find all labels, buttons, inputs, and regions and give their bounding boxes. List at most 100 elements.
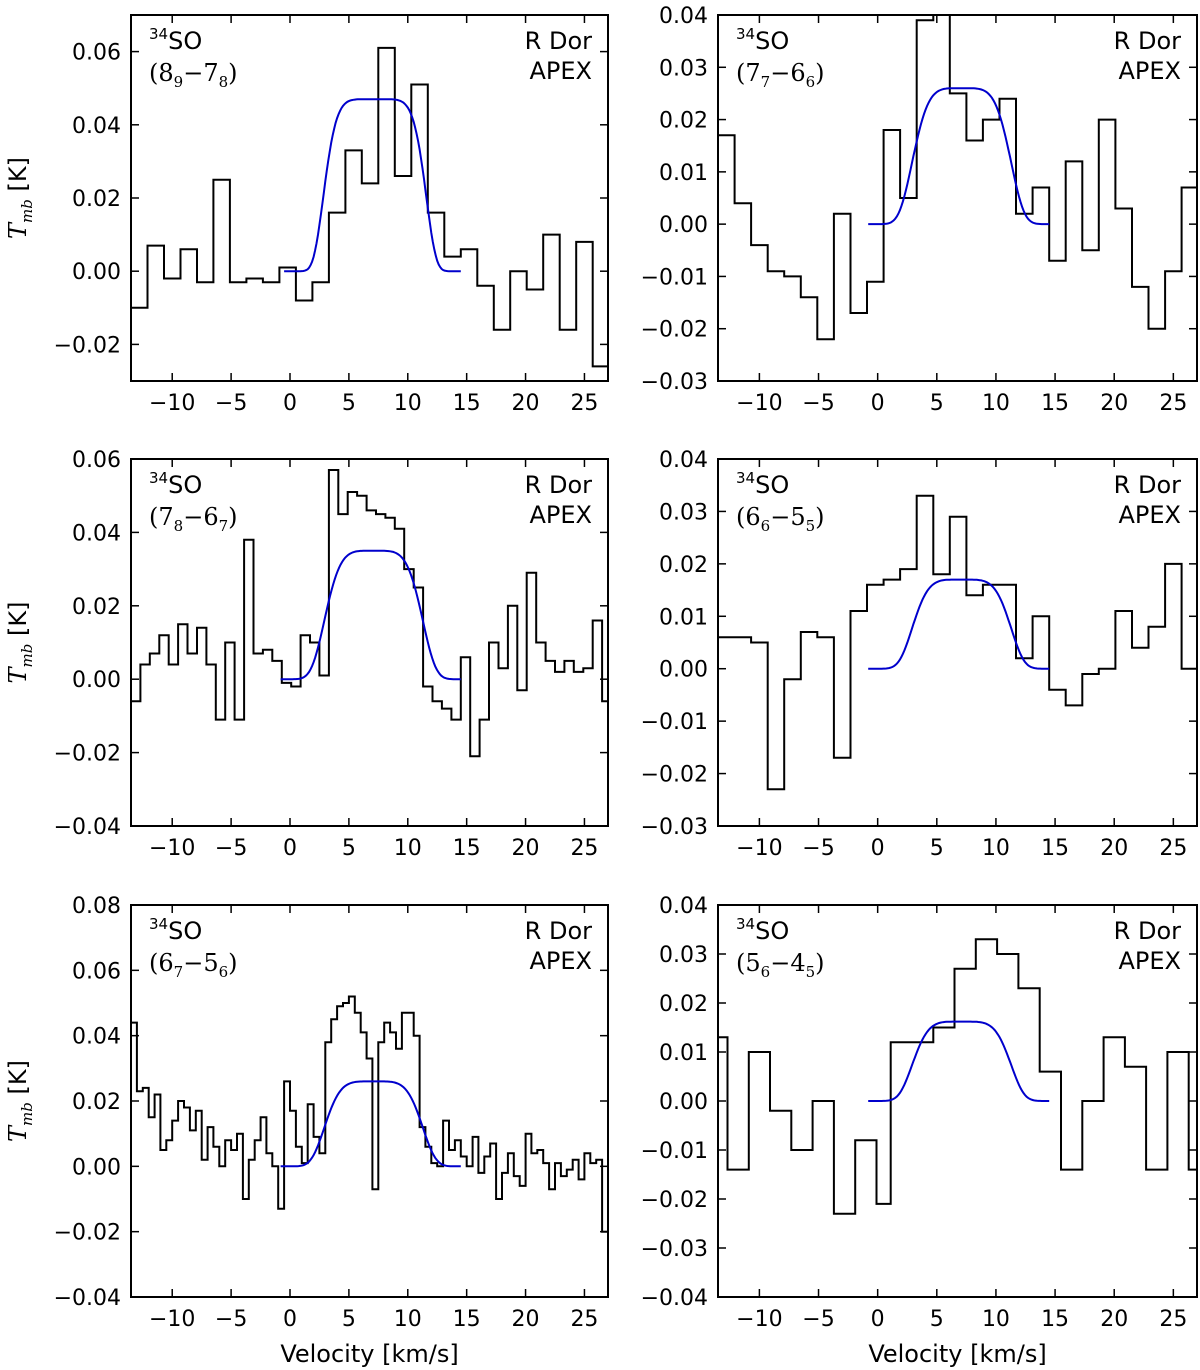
transition-upper: 8 bbox=[158, 59, 173, 87]
molecule-label: 34SO bbox=[736, 915, 789, 945]
x-tick-label: 0 bbox=[871, 391, 885, 416]
x-tick-label: 0 bbox=[871, 1307, 885, 1332]
transition-label: (66−55) bbox=[736, 503, 825, 535]
transition-upper: 7 bbox=[158, 503, 173, 531]
observed-spectrum-line bbox=[718, 494, 1197, 791]
x-axis-label: Velocity [km/s] bbox=[868, 1340, 1046, 1368]
transition-lower: 5 bbox=[203, 949, 218, 977]
transition-lower: 6 bbox=[203, 503, 218, 531]
plot-frame bbox=[130, 458, 609, 827]
spectrum-panel-2: −10 −5 0 5 10 15 20 25 −0.03 −0.02 −0.01 0.00 0.01 0.… bbox=[641, 4, 1198, 416]
y-tick-label: −0.03 bbox=[641, 1237, 708, 1262]
x-tick-label: 15 bbox=[1041, 1307, 1069, 1332]
transition-upper: 6 bbox=[158, 949, 173, 977]
molecule-isotope: 34 bbox=[736, 469, 755, 487]
y-tick-label: −0.01 bbox=[641, 710, 708, 735]
x-tick-label: 25 bbox=[570, 836, 598, 861]
y-axis-unit: [K] bbox=[4, 157, 32, 199]
transition-upper-sub: 8 bbox=[174, 517, 184, 535]
y-axis-symbol: T bbox=[4, 221, 32, 239]
y-tick-label: 0.06 bbox=[72, 41, 121, 66]
x-tick-label: 10 bbox=[394, 391, 422, 416]
transition-label: (77−66) bbox=[736, 59, 825, 91]
x-tick-label: −10 bbox=[736, 1307, 782, 1332]
y-tick-label: 0.01 bbox=[659, 1041, 708, 1066]
y-tick-label: −0.04 bbox=[54, 815, 121, 840]
y-tick-label: 0.03 bbox=[659, 943, 708, 968]
model-fit-line bbox=[280, 1080, 461, 1168]
x-tick-label: 10 bbox=[982, 1307, 1010, 1332]
observed-spectrum-line bbox=[718, 938, 1197, 1215]
molecule-isotope: 34 bbox=[736, 25, 755, 43]
y-tick-label: −0.04 bbox=[641, 1286, 708, 1311]
x-tick-label: 25 bbox=[570, 1307, 598, 1332]
y-tick-label: 0.04 bbox=[659, 894, 708, 919]
x-tick-label: −5 bbox=[215, 1307, 247, 1332]
molecule-name: SO bbox=[168, 917, 202, 945]
transition-upper: 7 bbox=[745, 59, 760, 87]
x-tick-label: −5 bbox=[802, 1307, 834, 1332]
y-tick-label: 0.02 bbox=[659, 553, 708, 578]
x-tick-label: 15 bbox=[453, 836, 481, 861]
x-tick-label: 0 bbox=[283, 836, 297, 861]
y-tick-label: 0.06 bbox=[72, 448, 121, 473]
y-axis-unit: [K] bbox=[4, 1060, 32, 1102]
x-tick-label: 20 bbox=[1100, 1307, 1128, 1332]
transition-upper-sub: 7 bbox=[761, 73, 771, 91]
x-tick-label: 5 bbox=[342, 836, 356, 861]
transition-label: (78−67) bbox=[149, 503, 238, 535]
y-axis-label: Tmb [K] bbox=[4, 157, 36, 239]
x-tick-label: −10 bbox=[149, 1307, 195, 1332]
x-tick-label: 15 bbox=[453, 1307, 481, 1332]
molecule-isotope: 34 bbox=[149, 25, 168, 43]
telescope-label: APEX bbox=[1119, 57, 1182, 85]
transition-label: (67−56) bbox=[149, 949, 238, 981]
y-tick-label: −0.02 bbox=[641, 1188, 708, 1213]
telescope-label: APEX bbox=[530, 947, 593, 975]
y-tick-label: −0.01 bbox=[641, 1139, 708, 1164]
y-tick-label: 0.00 bbox=[72, 668, 121, 693]
y-tick-label: 0.00 bbox=[659, 658, 708, 683]
y-tick-label: 0.04 bbox=[72, 521, 121, 546]
transition-lower-sub: 7 bbox=[219, 517, 229, 535]
transition-upper-sub: 7 bbox=[174, 963, 184, 981]
y-axis-subscript: mb bbox=[18, 1102, 36, 1126]
telescope-label: APEX bbox=[1119, 501, 1182, 529]
y-tick-label: 0.02 bbox=[72, 595, 121, 620]
transition-upper-sub: 6 bbox=[761, 517, 771, 535]
x-tick-label: 25 bbox=[1159, 1307, 1187, 1332]
x-tick-label: 20 bbox=[512, 391, 540, 416]
y-tick-label: −0.01 bbox=[641, 265, 708, 290]
telescope-label: APEX bbox=[530, 501, 593, 529]
x-axis-label: Velocity [km/s] bbox=[280, 1340, 458, 1368]
y-tick-label: 0.00 bbox=[72, 260, 121, 285]
y-tick-label: −0.03 bbox=[641, 815, 708, 840]
x-tick-label: 20 bbox=[512, 836, 540, 861]
x-tick-label: 15 bbox=[453, 391, 481, 416]
transition-lower-sub: 6 bbox=[806, 73, 816, 91]
model-fit-line bbox=[868, 87, 1050, 226]
model-fit-line bbox=[280, 549, 461, 681]
molecule-label: 34SO bbox=[149, 25, 202, 55]
x-tick-label: −5 bbox=[802, 391, 834, 416]
y-axis-symbol: T bbox=[4, 1124, 32, 1142]
x-tick-label: 10 bbox=[982, 836, 1010, 861]
y-tick-label: 0.02 bbox=[659, 992, 708, 1017]
y-tick-label: 0.03 bbox=[659, 56, 708, 81]
y-tick-label: −0.02 bbox=[54, 742, 121, 767]
x-tick-label: 5 bbox=[342, 391, 356, 416]
molecule-name: SO bbox=[755, 917, 789, 945]
y-tick-label: 0.04 bbox=[659, 4, 708, 29]
x-tick-label: −10 bbox=[149, 836, 195, 861]
x-tick-label: 10 bbox=[394, 836, 422, 861]
x-tick-label: 5 bbox=[342, 1307, 356, 1332]
x-tick-label: 0 bbox=[871, 836, 885, 861]
x-tick-label: −5 bbox=[215, 836, 247, 861]
y-axis-unit: [K] bbox=[4, 602, 32, 644]
source-label: R Dor bbox=[525, 471, 592, 499]
source-label: R Dor bbox=[525, 917, 592, 945]
y-axis-label: Tmb [K] bbox=[4, 602, 36, 684]
plot-frame bbox=[717, 458, 1198, 827]
spectrum-panel-4: −10 −5 0 5 10 15 20 25 −0.03 −0.02 −0.01 0.00 0.01 0.… bbox=[641, 448, 1198, 861]
